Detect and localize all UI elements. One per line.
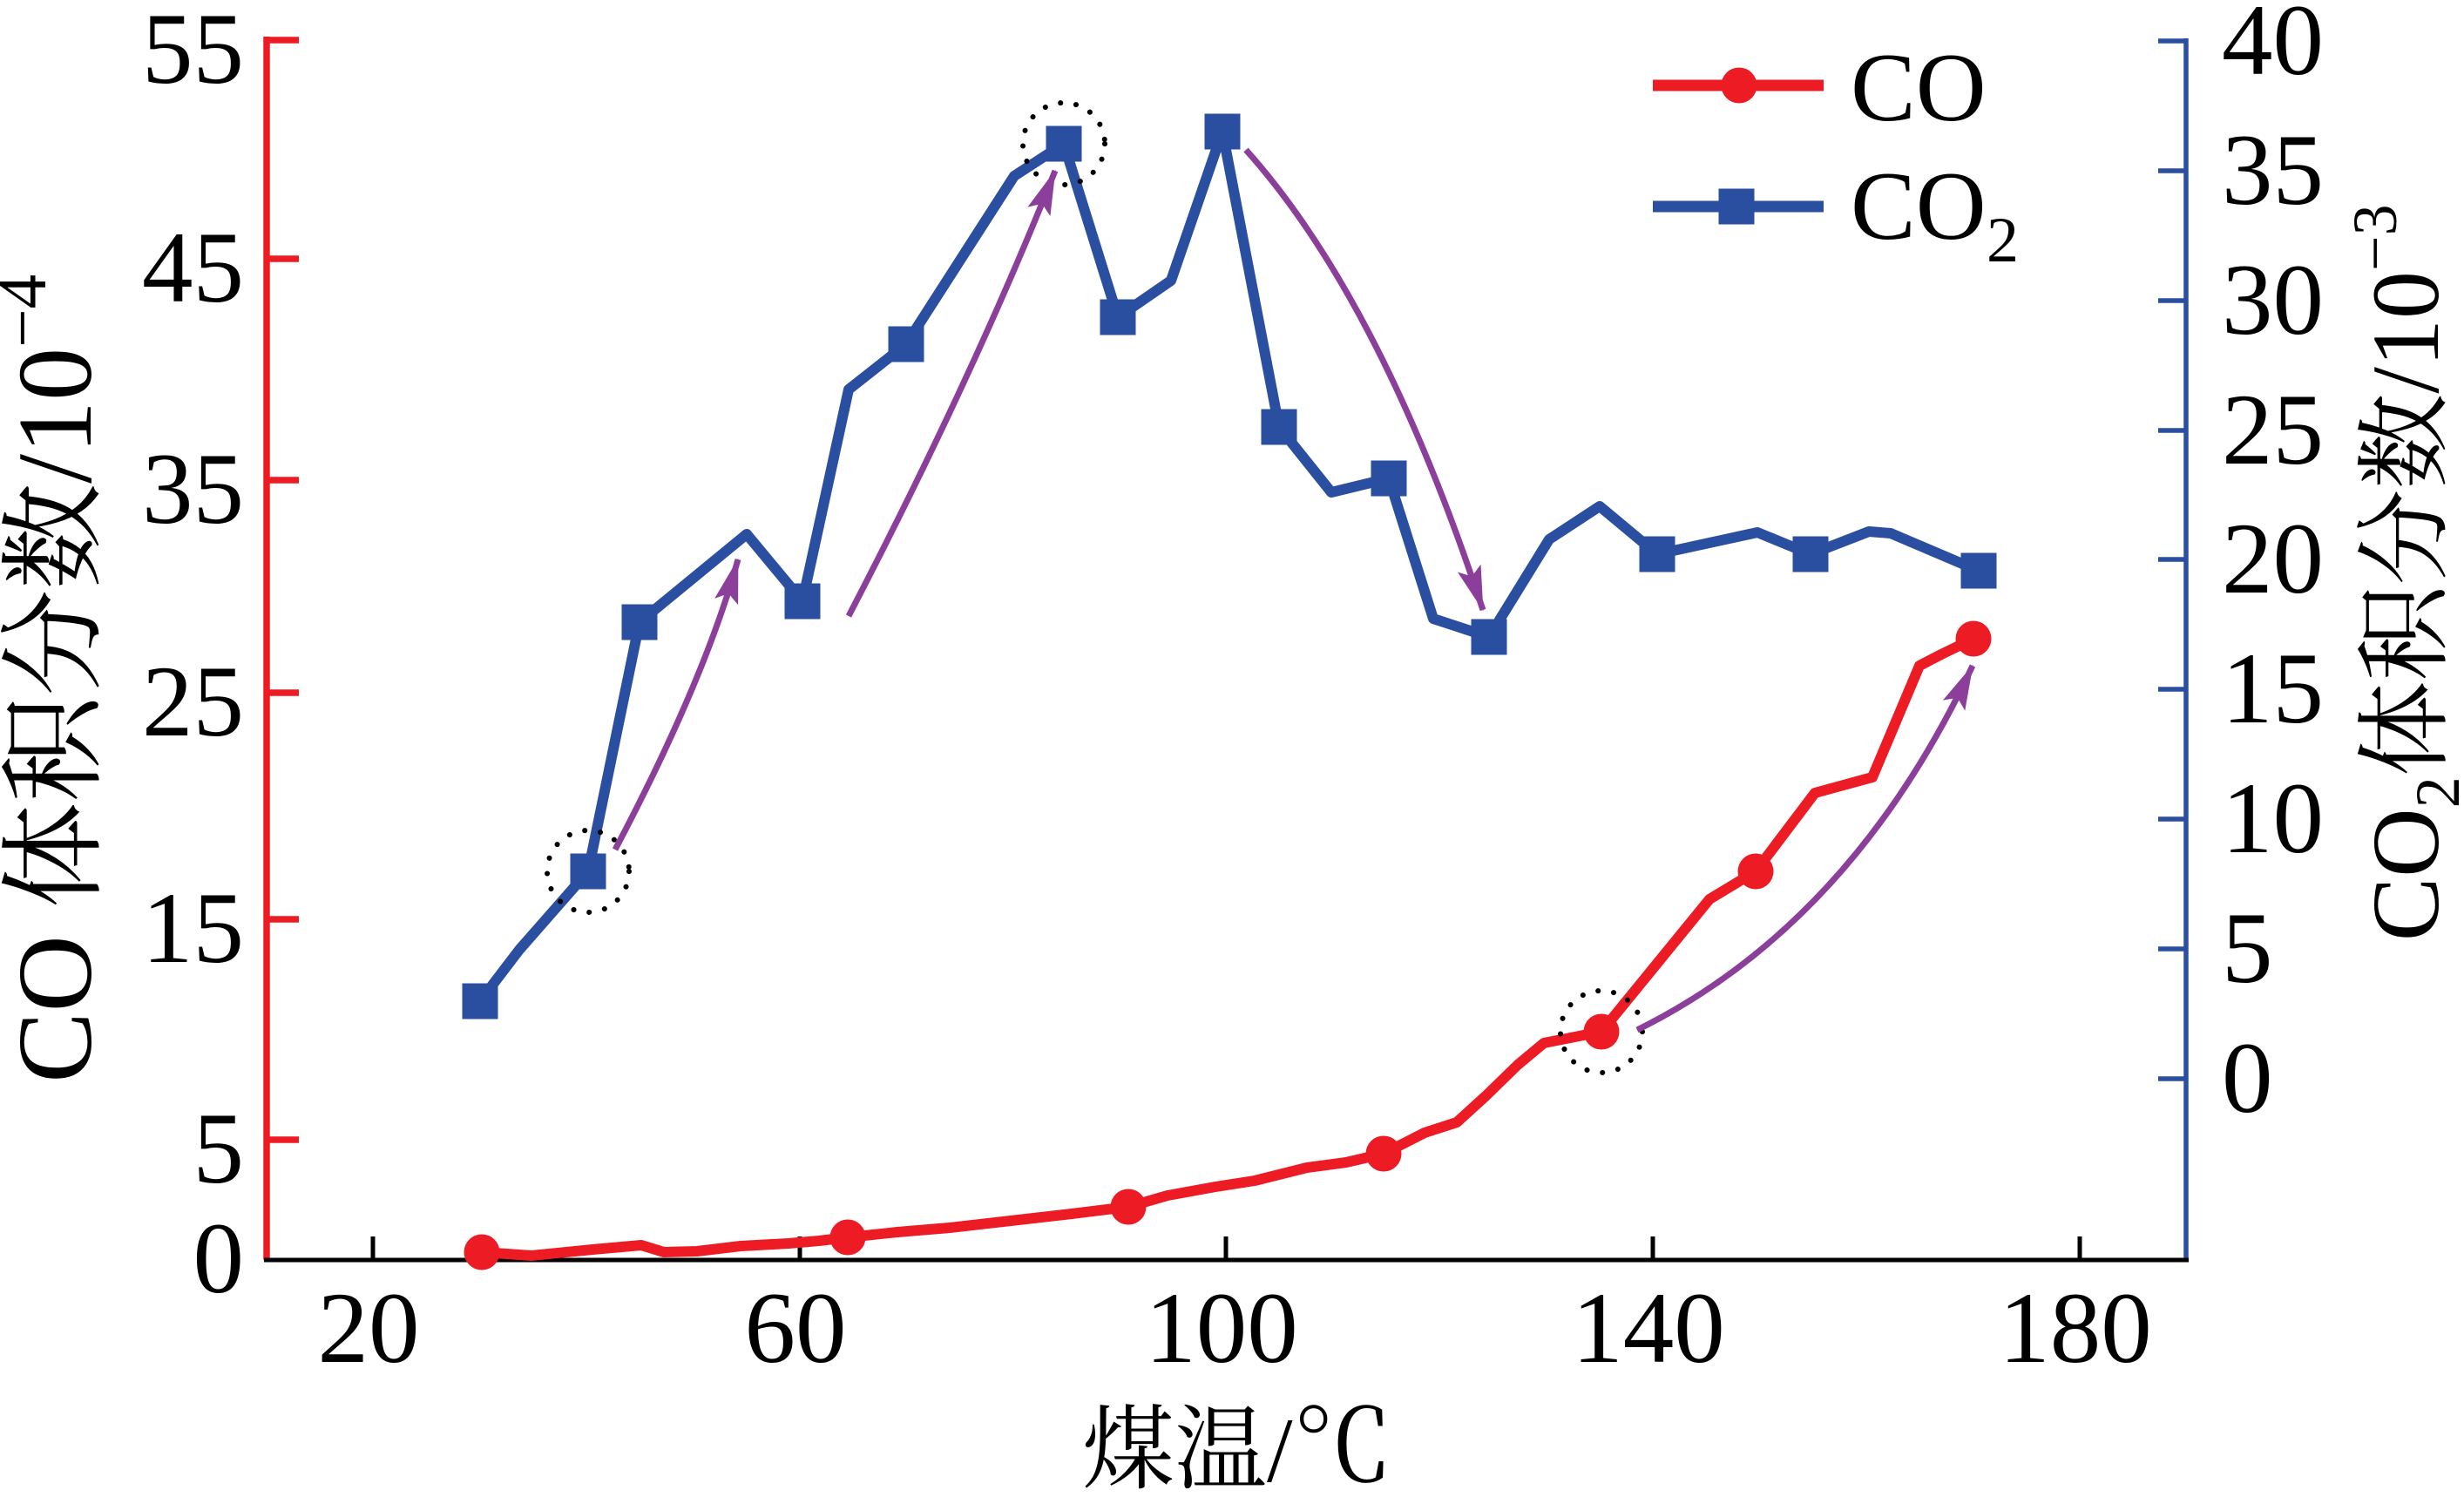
svg-text:2: 2 [2403,776,2464,808]
svg-text:60: 60 [745,1272,847,1385]
svg-text:25: 25 [2222,374,2324,486]
svg-text:/10: /10 [0,348,114,484]
svg-text:25: 25 [142,646,244,758]
svg-text:CO: CO [1851,34,1987,142]
svg-text:30: 30 [2222,244,2324,356]
svg-text:5: 5 [193,1093,245,1205]
svg-text:/: / [1267,1399,1293,1493]
svg-text:−3: −3 [2340,204,2410,271]
svg-text:20: 20 [2222,503,2324,615]
svg-text:0: 0 [193,1202,245,1315]
svg-text:35: 35 [142,433,244,545]
svg-text:140: 140 [1572,1272,1725,1385]
svg-text:/10: /10 [2352,271,2459,394]
svg-text:20: 20 [318,1272,420,1385]
svg-text:45: 45 [142,212,244,324]
svg-text:5: 5 [2222,892,2273,1005]
svg-text:35: 35 [2222,114,2324,227]
svg-text:55: 55 [142,0,244,105]
svg-text:CO: CO [2352,808,2459,941]
svg-text:15: 15 [2222,633,2324,745]
svg-text:15: 15 [142,872,244,985]
svg-text:CO: CO [0,935,114,1082]
svg-text:2: 2 [1987,205,2019,276]
svg-text:CO: CO [1851,152,1987,261]
svg-text:0: 0 [2222,1022,2273,1135]
svg-text:180: 180 [1999,1272,2152,1385]
svg-text:10: 10 [2222,762,2324,875]
svg-text:40: 40 [2222,0,2324,97]
svg-text:−4: −4 [0,274,61,348]
svg-text:100: 100 [1145,1272,1298,1385]
